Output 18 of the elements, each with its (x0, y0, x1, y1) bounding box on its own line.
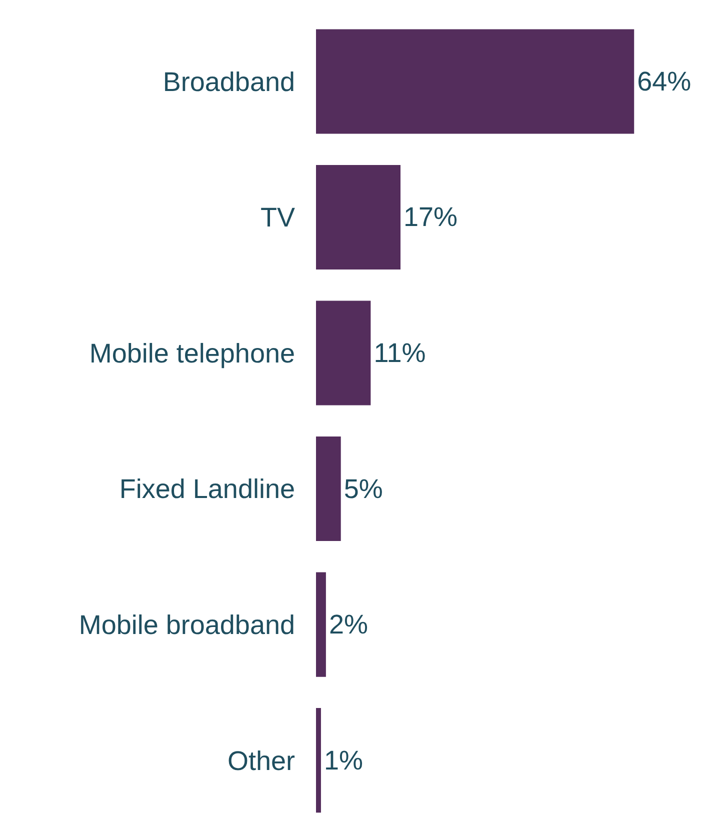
data-label: 11% (374, 338, 426, 368)
y-tick-label: Mobile telephone (89, 338, 295, 368)
bar (316, 436, 341, 542)
data-label: 17% (404, 202, 458, 232)
bar (316, 708, 321, 813)
bar (316, 29, 634, 134)
y-tick-label: Fixed Landline (119, 474, 295, 504)
data-label: 1% (324, 745, 363, 776)
y-tick-label: TV (260, 202, 295, 233)
y-tick-label: Other (227, 746, 296, 776)
bar (316, 164, 400, 270)
y-tick-label: Mobile broadband (78, 610, 295, 640)
y-tick-label: Broadband (162, 66, 295, 97)
bar (316, 300, 371, 406)
bar (316, 572, 326, 677)
data-label: 5% (344, 474, 383, 504)
data-label: 2% (328, 610, 368, 640)
data-label: 64% (637, 66, 692, 96)
